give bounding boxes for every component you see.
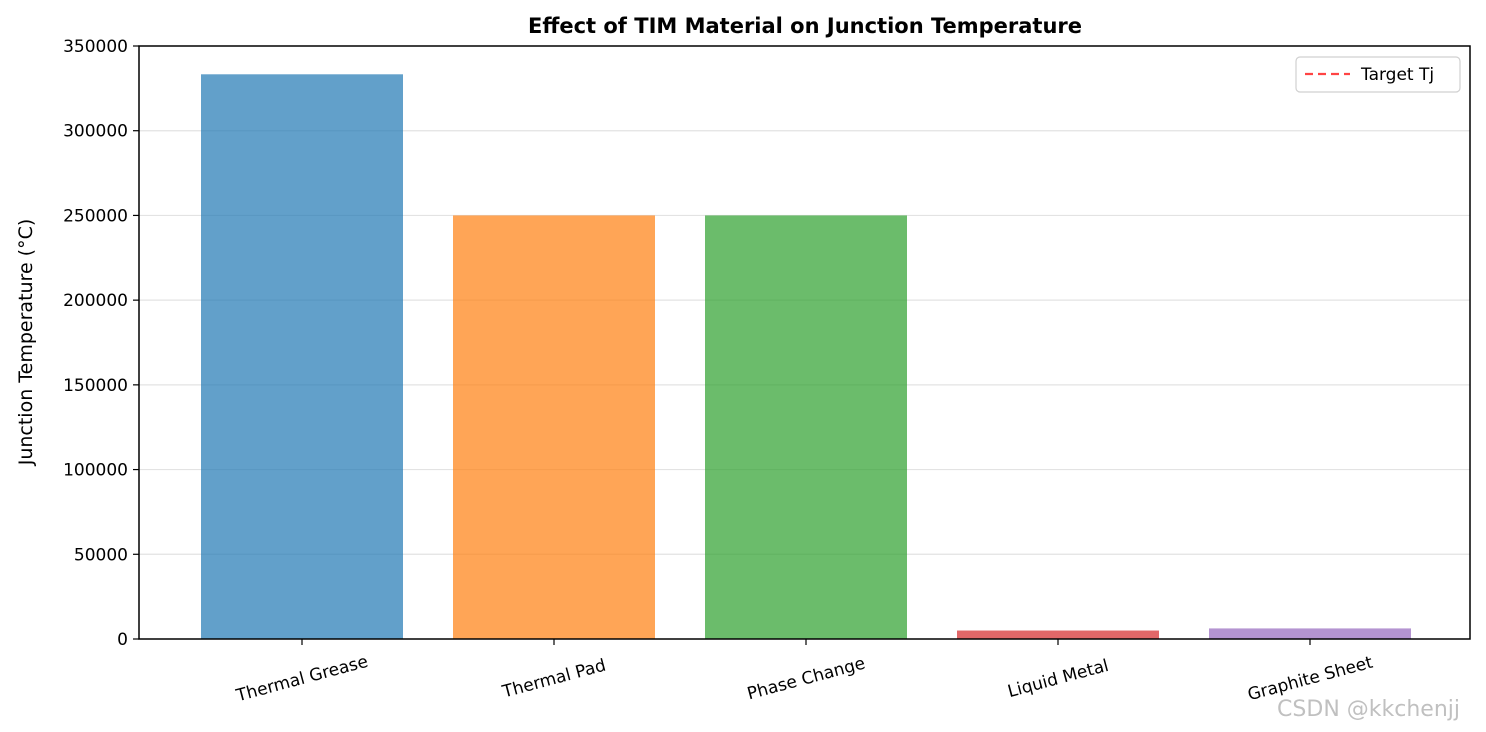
y-tick-label: 250000: [63, 206, 128, 226]
x-tick-label: Thermal Pad: [499, 656, 608, 703]
y-tick-label: 150000: [63, 376, 128, 396]
chart-title: Effect of TIM Material on Junction Tempe…: [528, 14, 1082, 38]
y-tick-label: 100000: [63, 461, 128, 481]
y-tick-label: 350000: [63, 37, 128, 57]
y-tick-label: 0: [117, 630, 128, 650]
legend: Target Tj: [1295, 56, 1461, 93]
bar-graphite-sheet: [1209, 628, 1411, 639]
x-axis-ticks: Thermal Grease Thermal Pad Phase Change Liq…: [233, 639, 1375, 706]
x-tick-label: Thermal Grease: [233, 652, 370, 707]
y-tick-label: 200000: [63, 291, 128, 311]
legend-box: [1295, 56, 1461, 93]
bars-group: [201, 74, 1411, 640]
bar-phase-change: [705, 215, 907, 639]
bar-liquid-metal: [957, 630, 1159, 639]
x-tick-label: Liquid Metal: [1006, 656, 1111, 702]
bar-thermal-grease: [201, 74, 403, 640]
legend-target-tj-label: Target Tj: [1360, 65, 1434, 85]
x-tick-label: Phase Change: [745, 654, 867, 705]
y-tick-label: 50000: [74, 545, 128, 565]
y-axis-ticks: 0 50000 100000 150000 200000 250000 300000 3500…: [63, 37, 139, 650]
plot-frame: [138, 45, 1471, 640]
bar-thermal-pad: [453, 215, 655, 639]
y-axis-label: Junction Temperature (°C): [15, 219, 37, 467]
y-tick-label: 300000: [63, 122, 128, 142]
watermark: CSDN @kkchenjj: [1277, 697, 1460, 722]
